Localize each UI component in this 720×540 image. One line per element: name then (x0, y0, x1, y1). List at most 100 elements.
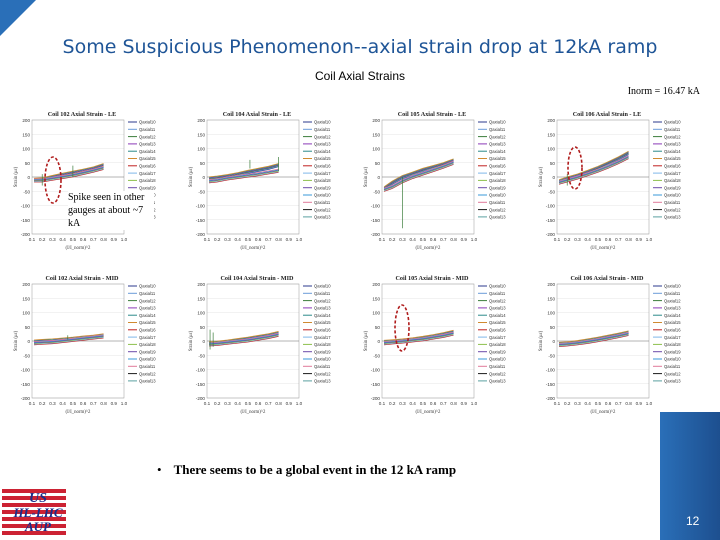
y-axis-label: Strain (μɛ) (364, 166, 369, 187)
x-tick-label: 0.2 (39, 237, 46, 242)
series-line (383, 158, 454, 188)
legend-entry: Qaxial10 (664, 193, 681, 198)
y-axis-label: Strain (μɛ) (14, 166, 19, 187)
chart-title: Coil 104 Axial Strain - MID (220, 275, 294, 282)
x-tick-label: 0.4 (234, 401, 241, 406)
legend-entry: Qaxial19 (489, 185, 506, 190)
y-tick-label: -150 (546, 218, 556, 223)
x-tick-label: 0.2 (564, 237, 571, 242)
legend-entry: Qaxial12 (314, 298, 331, 303)
legend-entry: Qaxial18 (664, 342, 681, 347)
legend-entry: Qaxial14 (139, 313, 156, 318)
legend-entry: Qaxial14 (489, 149, 506, 154)
y-axis-label: Strain (μɛ) (14, 330, 19, 351)
series-line (34, 336, 104, 344)
legend-entry: Qaxial10 (139, 120, 156, 125)
legend-entry: Qaxial12 (314, 134, 331, 139)
legend-entry: Qaxial13 (664, 379, 681, 384)
x-tick-label: 0.3 (399, 401, 406, 406)
legend-entry: Qaxial10 (489, 357, 506, 362)
chart-title: Coil 105 Axial Strain - LE (398, 111, 467, 118)
series-line (558, 158, 629, 185)
x-tick-label: 0.2 (214, 237, 221, 242)
slide-title: Some Suspicious Phenomenon--axial strain… (62, 36, 658, 58)
series-line (383, 162, 454, 190)
y-tick-label: -50 (198, 189, 205, 194)
legend-entry: Qaxial16 (664, 164, 681, 169)
legend-entry: Qaxial19 (139, 349, 156, 354)
x-tick-label: 0.3 (49, 401, 56, 406)
legend-entry: Qaxial11 (139, 364, 156, 369)
legend-entry: Qaxial10 (314, 193, 331, 198)
x-tick-label: 0.3 (49, 237, 56, 242)
series-line (209, 333, 279, 344)
legend-entry: Qaxial11 (139, 127, 156, 132)
logo-line-3: AUP (25, 519, 51, 534)
y-tick-label: 50 (25, 325, 31, 330)
series-line (558, 150, 629, 181)
y-tick-label: 0 (27, 339, 30, 344)
x-tick-label: 0.8 (625, 401, 632, 406)
x-tick-label: 0.3 (574, 237, 581, 242)
series-line (34, 336, 104, 345)
x-tick-label: 0.4 (59, 237, 66, 242)
x-tick-label: 1.0 (471, 401, 478, 406)
legend-entry: Qaxial13 (489, 142, 506, 147)
x-tick-label: 0.8 (100, 237, 107, 242)
legend-entry: Qaxial15 (314, 320, 331, 325)
legend-entry: Qaxial16 (314, 328, 331, 333)
x-tick-label: 0.3 (399, 237, 406, 242)
series-line (384, 332, 454, 344)
legend-entry: Qaxial11 (489, 200, 506, 205)
x-tick-label: 0.2 (214, 401, 221, 406)
logo-text: US HL-LHC AUP (8, 492, 68, 534)
x-tick-label: 0.7 (440, 401, 447, 406)
legend-entry: Qaxial11 (664, 200, 681, 205)
y-tick-label: 200 (547, 282, 555, 287)
x-tick-label: 0.2 (389, 401, 396, 406)
legend-entry: Qaxial12 (139, 298, 156, 303)
y-tick-label: 0 (27, 175, 30, 180)
x-tick-label: 0.6 (605, 237, 612, 242)
x-tick-label: 0.4 (409, 237, 416, 242)
x-tick-label: 0.7 (90, 237, 97, 242)
x-tick-label: 0.1 (379, 401, 386, 406)
x-tick-label: 0.7 (265, 237, 272, 242)
legend-entry: Qaxial13 (664, 215, 681, 220)
legend-entry: Qaxial13 (139, 142, 156, 147)
legend-entry: Qaxial10 (664, 284, 681, 289)
legend-entry: Qaxial14 (489, 313, 506, 318)
legend-entry: Qaxial15 (489, 320, 506, 325)
x-tick-label: 0.1 (554, 401, 561, 406)
x-tick-label: 1.0 (121, 401, 128, 406)
series-line (383, 161, 454, 190)
legend-entry: Qaxial10 (139, 284, 156, 289)
series-line (34, 167, 104, 181)
y-tick-label: 200 (547, 118, 555, 123)
x-tick-label: 0.1 (204, 237, 211, 242)
legend-entry: Qaxial18 (139, 342, 156, 347)
legend-entry: Qaxial17 (314, 171, 331, 176)
legend-entry: Qaxial13 (489, 379, 506, 384)
legend-entry: Qaxial10 (314, 284, 331, 289)
series-line (209, 334, 279, 345)
y-tick-label: -100 (371, 368, 381, 373)
y-tick-label: 150 (197, 132, 205, 137)
legend-entry: Qaxial11 (664, 364, 681, 369)
x-axis-label: (I/I_norm)^2 (66, 410, 91, 415)
x-tick-label: 0.9 (461, 401, 468, 406)
series-line (209, 164, 279, 180)
legend-entry: Qaxial11 (664, 127, 681, 132)
y-tick-label: -150 (546, 382, 556, 387)
legend-entry: Qaxial10 (664, 120, 681, 125)
x-tick-label: 0.7 (440, 237, 447, 242)
legend-entry: Qaxial13 (314, 306, 331, 311)
series-line (209, 164, 279, 179)
y-tick-label: -50 (373, 189, 380, 194)
y-tick-label: -150 (196, 382, 206, 387)
series-line (209, 331, 279, 343)
y-tick-label: -100 (196, 204, 206, 209)
y-tick-label: 0 (202, 175, 205, 180)
legend-entry: Qaxial19 (139, 185, 156, 190)
series-line (559, 333, 629, 346)
